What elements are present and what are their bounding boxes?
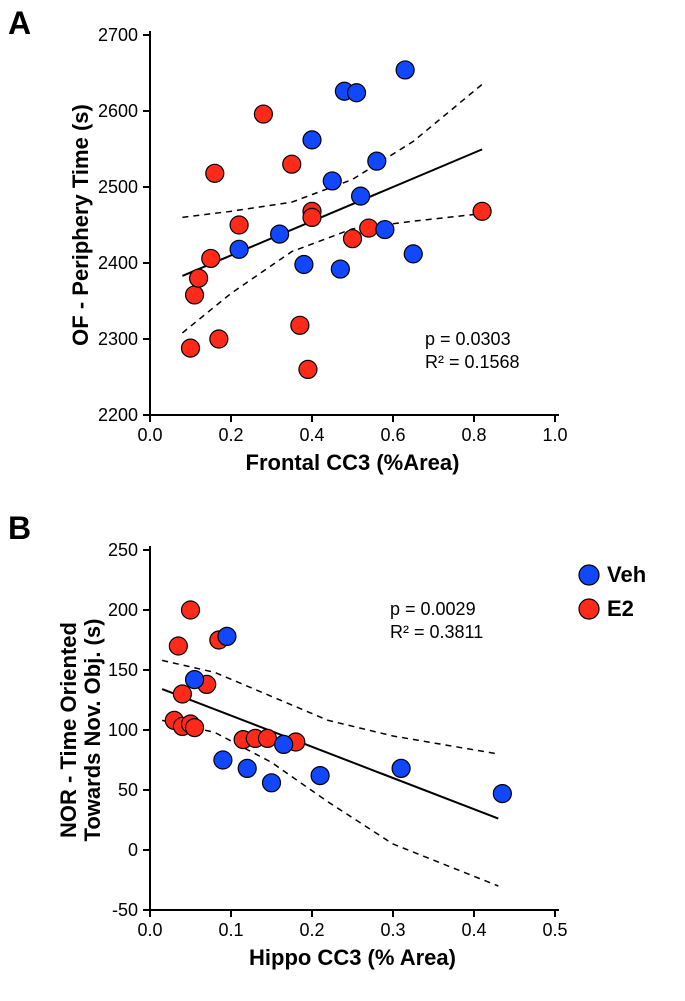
data-point — [173, 685, 191, 703]
data-point — [376, 221, 394, 239]
x-tick-label: 0.4 — [461, 920, 486, 940]
x-tick-label: 0.5 — [542, 920, 567, 940]
x-tick-label: 0.8 — [461, 425, 486, 445]
y-tick-label: 50 — [118, 780, 138, 800]
data-point — [186, 671, 204, 689]
y-tick-label: 2400 — [98, 253, 138, 273]
ci-upper — [182, 84, 482, 217]
data-point — [348, 84, 366, 102]
y-tick-label: 0 — [128, 840, 138, 860]
x-tick-label: 0.0 — [137, 920, 162, 940]
y-tick-label: 2300 — [98, 329, 138, 349]
data-point — [352, 187, 370, 205]
stat-p: p = 0.0303 — [425, 329, 511, 349]
data-point — [493, 785, 511, 803]
fit-line — [162, 689, 498, 818]
data-point — [323, 172, 341, 190]
data-point — [186, 286, 204, 304]
data-point — [311, 767, 329, 785]
data-point — [283, 155, 301, 173]
chart-a: 2200 2300 2400 2500 2600 2700 0.0 0.2 0.4 0.6 0.8 1… — [55, 20, 585, 500]
data-point — [258, 729, 276, 747]
legend-swatch — [579, 599, 599, 619]
data-point — [404, 245, 422, 263]
data-point — [214, 751, 232, 769]
data-point — [331, 260, 349, 278]
data-point — [392, 759, 410, 777]
data-point — [275, 735, 293, 753]
data-point — [299, 360, 317, 378]
data-point — [190, 269, 208, 287]
data-point — [303, 131, 321, 149]
legend: Veh E2 — [575, 555, 675, 645]
fit-line — [182, 149, 482, 276]
y-tick-label: 2500 — [98, 177, 138, 197]
panel-label-b: B — [8, 510, 31, 547]
data-point — [271, 225, 289, 243]
y-tick-label: 200 — [108, 600, 138, 620]
data-point — [230, 240, 248, 258]
x-axis-title: Hippo CC3 (% Area) — [249, 945, 456, 970]
legend-label: E2 — [607, 596, 634, 621]
data-point — [210, 330, 228, 348]
data-point — [254, 105, 272, 123]
stat-p: p = 0.0029 — [390, 599, 476, 619]
x-tick-label: 0.6 — [380, 425, 405, 445]
x-tick-label: 1.0 — [542, 425, 567, 445]
x-tick-label: 0.0 — [137, 425, 162, 445]
y-tick-label: 2700 — [98, 25, 138, 45]
data-point — [230, 216, 248, 234]
data-point — [360, 219, 378, 237]
y-tick-label: 2600 — [98, 101, 138, 121]
y-axis-title: OF - Periphery Time (s) — [68, 104, 93, 346]
ci-upper — [162, 660, 498, 754]
data-point — [291, 316, 309, 334]
data-point — [182, 339, 200, 357]
chart-b: -50 0 50 100 150 200 250 0.0 0.1 0.2 0.3 0.4 0.5 Hipp… — [55, 540, 585, 1000]
data-point — [473, 202, 491, 220]
data-point — [368, 152, 386, 170]
x-tick-label: 0.2 — [218, 425, 243, 445]
x-tick-label: 0.2 — [299, 920, 324, 940]
data-point — [263, 774, 281, 792]
x-tick-label: 0.3 — [380, 920, 405, 940]
y-tick-label: 100 — [108, 720, 138, 740]
y-tick-label: 150 — [108, 660, 138, 680]
data-point — [218, 627, 236, 645]
y-axis-title: NOR - Time OrientedTowards Nov. Obj. (s) — [56, 619, 105, 842]
x-axis-title: Frontal CC3 (%Area) — [246, 450, 460, 475]
data-point — [344, 230, 362, 248]
stat-r2: R² = 0.1568 — [425, 352, 520, 372]
legend-label: Veh — [607, 562, 646, 587]
data-point — [238, 759, 256, 777]
y-tick-label: 250 — [108, 540, 138, 560]
data-point — [295, 256, 313, 274]
panel-label-a: A — [8, 5, 31, 42]
y-tick-label: -50 — [112, 900, 138, 920]
data-point — [303, 208, 321, 226]
data-point — [206, 164, 224, 182]
data-point — [202, 249, 220, 267]
stat-r2: R² = 0.3811 — [390, 622, 483, 642]
legend-swatch — [579, 565, 599, 585]
data-point — [396, 61, 414, 79]
data-point — [186, 719, 204, 737]
data-point — [169, 637, 187, 655]
x-tick-label: 0.4 — [299, 425, 324, 445]
data-point — [182, 601, 200, 619]
y-tick-label: 2200 — [98, 405, 138, 425]
x-tick-label: 0.1 — [218, 920, 243, 940]
